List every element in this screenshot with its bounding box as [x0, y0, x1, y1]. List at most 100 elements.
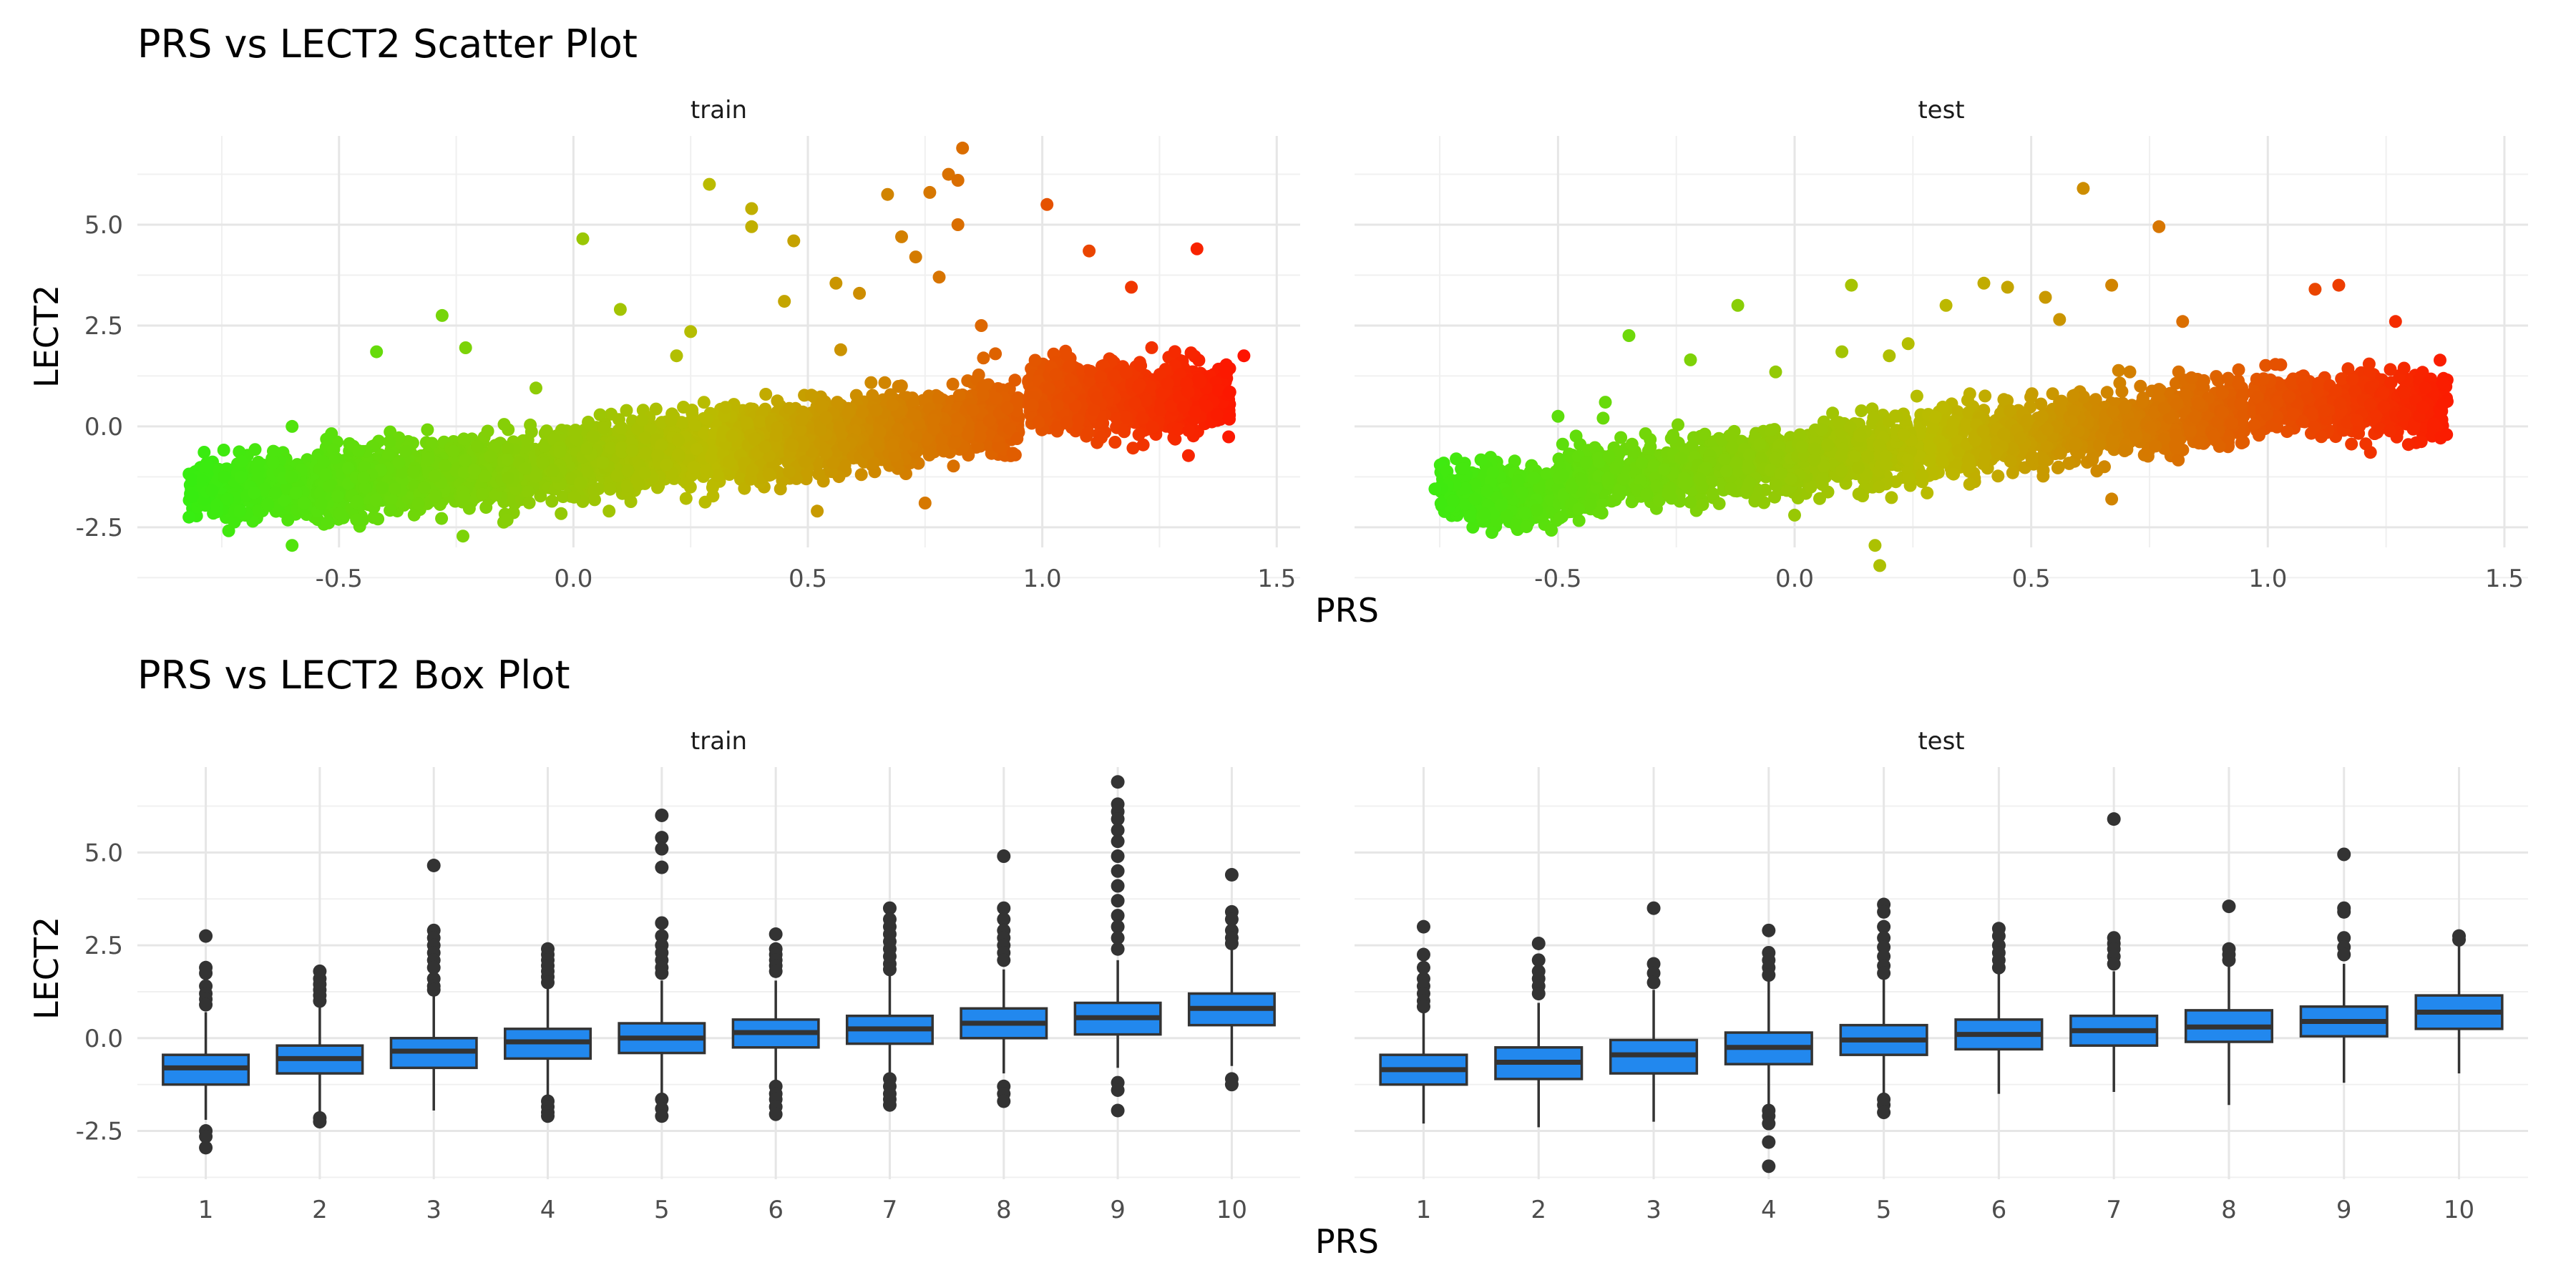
scatter-point [411, 497, 425, 511]
scatter-point [501, 442, 514, 455]
scatter-point [438, 459, 452, 472]
scatter-point [670, 349, 683, 363]
scatter-point [967, 404, 980, 417]
scatter-point [1223, 386, 1236, 399]
scatter-point [664, 413, 678, 426]
scatter-point [502, 472, 515, 485]
scatter-point [586, 430, 600, 443]
scatter-point [248, 443, 262, 457]
scatter-point [1210, 408, 1224, 421]
scatter-point [947, 459, 960, 473]
scatter-point [1064, 374, 1078, 387]
scatter-point [602, 504, 616, 518]
scatter-point [357, 471, 371, 484]
scatter-point [369, 494, 383, 507]
scatter-point [197, 446, 211, 459]
scatter-point [421, 423, 434, 436]
scatter-point [1118, 425, 1131, 439]
scatter-point [829, 276, 843, 290]
scatter-point [1081, 426, 1095, 439]
scatter-point [1090, 391, 1103, 405]
scatter-point [1087, 403, 1101, 416]
scatter-point [812, 467, 826, 481]
scatter-point [545, 494, 559, 508]
scatter-point [975, 319, 988, 332]
scatter-point [1176, 401, 1190, 414]
scatter-point [376, 481, 389, 494]
scatter-point [580, 442, 593, 456]
scatter-point [1146, 420, 1159, 434]
scatter-point [519, 462, 532, 475]
scatter-point [407, 465, 420, 479]
scatter-point [267, 444, 280, 458]
scatter-point [769, 429, 783, 442]
y-tick-label: 0.0 [84, 413, 123, 441]
scatter-point [639, 447, 653, 460]
scatter-point [1050, 399, 1064, 412]
scatter-point [1006, 447, 1020, 460]
scatter-point [1134, 359, 1148, 373]
scatter-point [946, 377, 960, 391]
scatter-point [261, 497, 275, 511]
scatter-point [457, 530, 469, 543]
scatter-panel-test: -0.5 0.0 0.5 1.0 1.5 [1355, 136, 2528, 593]
scatter-point [833, 421, 847, 434]
scatter-point [392, 456, 406, 469]
scatter-point [524, 418, 537, 431]
scatter-point [331, 489, 345, 503]
scatter-point [771, 394, 784, 408]
scatter-point [314, 497, 328, 510]
scatter-point [284, 470, 298, 484]
scatter-point [289, 486, 303, 499]
scatter-point [977, 388, 990, 401]
scatter-point [899, 438, 912, 451]
scatter-point [1008, 374, 1022, 387]
scatter-point [217, 444, 230, 457]
scatter-point [1102, 385, 1116, 399]
scatter-point [421, 452, 435, 466]
scatter-point [1108, 436, 1122, 449]
scatter-point [1223, 412, 1236, 426]
scatter-point [297, 497, 311, 509]
scatter-point [687, 460, 701, 474]
scatter-point [597, 421, 610, 434]
scatter-point [923, 185, 937, 199]
scatter-point [782, 465, 796, 479]
scatter-point [1181, 449, 1195, 462]
scatter-point [384, 504, 397, 517]
scatter-point [878, 376, 892, 389]
scatter-point [932, 391, 946, 404]
scatter-point [1094, 370, 1108, 384]
scatter-point [869, 436, 882, 450]
scatter-point [745, 220, 758, 233]
scatter-point [1042, 382, 1055, 396]
scatter-point [1139, 394, 1153, 408]
scatter-point [530, 469, 543, 483]
scatter-point [459, 341, 472, 354]
scatter-point [819, 411, 833, 424]
scatter-point [635, 414, 649, 426]
scatter-point [1192, 373, 1206, 386]
scatter-point [428, 469, 441, 483]
scatter-point [962, 428, 975, 441]
scatter-point [1003, 422, 1017, 436]
scatter-point [522, 496, 536, 509]
scatter-point [625, 444, 639, 458]
scatter-point [1132, 428, 1146, 441]
scatter-point [1125, 280, 1138, 294]
scatter-point [1120, 411, 1133, 424]
scatter-point [723, 455, 736, 469]
scatter-point [320, 432, 333, 446]
x-tick-label: 1.0 [1023, 565, 1062, 593]
scatter-point [805, 389, 818, 402]
scatter-point [233, 504, 247, 517]
scatter-point [435, 512, 449, 525]
scatter-point [1181, 385, 1195, 399]
scatter-point [1188, 405, 1201, 419]
scatter-point [1200, 399, 1214, 413]
scatter-point [1083, 244, 1096, 258]
scatter-point [831, 396, 844, 409]
scatter-point [704, 451, 718, 464]
scatter-point [894, 379, 908, 393]
scatter-point [795, 414, 809, 427]
